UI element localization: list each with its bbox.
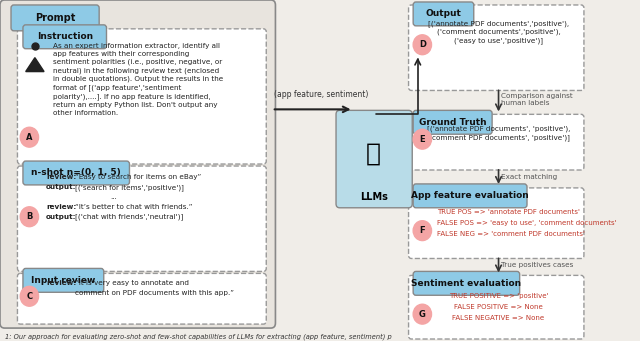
Text: FALSE POS => 'easy to use', 'comment documents': FALSE POS => 'easy to use', 'comment doc… (437, 220, 616, 226)
FancyBboxPatch shape (413, 2, 474, 26)
Circle shape (413, 221, 431, 241)
FancyBboxPatch shape (413, 184, 527, 208)
FancyBboxPatch shape (408, 188, 584, 258)
Text: FALSE NEG => 'comment PDF documents': FALSE NEG => 'comment PDF documents' (437, 231, 585, 237)
Text: As an expert information extractor, identify all
app features with their corresp: As an expert information extractor, iden… (53, 43, 223, 116)
Text: “Easy to search for items on eBay”: “Easy to search for items on eBay” (76, 174, 202, 180)
Text: Input review: Input review (31, 276, 95, 285)
Circle shape (20, 127, 38, 147)
Text: “It is very easy to annotate and: “It is very easy to annotate and (76, 280, 189, 286)
Text: review:: review: (46, 204, 76, 210)
FancyBboxPatch shape (413, 110, 492, 134)
Text: A: A (26, 133, 33, 142)
Text: App feature evaluation: App feature evaluation (412, 191, 529, 201)
Text: n-shot n=(0, 1, 5): n-shot n=(0, 1, 5) (31, 168, 121, 177)
Text: E: E (420, 135, 425, 144)
Text: G: G (419, 310, 426, 318)
Text: Comparison against
human labels: Comparison against human labels (501, 93, 573, 106)
Text: review:: review: (46, 280, 76, 286)
FancyBboxPatch shape (413, 271, 520, 295)
FancyBboxPatch shape (17, 273, 266, 324)
Text: LLMs: LLMs (360, 192, 388, 202)
Text: (app feature, sentiment): (app feature, sentiment) (274, 90, 369, 100)
Text: FALSE POSITIVE => None: FALSE POSITIVE => None (454, 304, 543, 310)
Polygon shape (26, 58, 44, 72)
Text: Output: Output (426, 10, 461, 18)
Text: TRUE POS => 'annotate PDF documents': TRUE POS => 'annotate PDF documents' (437, 209, 580, 215)
Text: Sentiment evaluation: Sentiment evaluation (412, 279, 522, 288)
FancyBboxPatch shape (408, 114, 584, 170)
FancyBboxPatch shape (408, 5, 584, 90)
Text: FALSE NEGATIVE => None: FALSE NEGATIVE => None (452, 315, 545, 321)
Text: D: D (419, 40, 426, 49)
FancyBboxPatch shape (408, 276, 584, 339)
Text: [('search for items','positive')]: [('search for items','positive')] (76, 184, 184, 191)
Text: output:: output: (46, 214, 76, 220)
Circle shape (413, 35, 431, 55)
Text: C: C (26, 292, 33, 301)
FancyBboxPatch shape (0, 0, 275, 328)
Text: [('chat with friends','neutral')]: [('chat with friends','neutral')] (76, 214, 184, 221)
Text: Exact matching: Exact matching (501, 174, 557, 180)
Text: comment on PDF documents with this app.”: comment on PDF documents with this app.” (76, 290, 234, 296)
Text: output:: output: (46, 184, 76, 190)
Text: TRUE POSITIVE => 'positive': TRUE POSITIVE => 'positive' (449, 293, 548, 299)
Text: 1: Our approach for evaluating zero-shot and few-shot capabilities of LLMs for e: 1: Our approach for evaluating zero-shot… (4, 333, 391, 340)
FancyBboxPatch shape (17, 166, 266, 271)
FancyBboxPatch shape (23, 268, 104, 292)
Text: [('annotate PDF documents', 'positive'),
('comment PDF documents', 'positive')]: [('annotate PDF documents', 'positive'),… (427, 125, 570, 141)
Text: F: F (420, 226, 425, 235)
Text: review:: review: (46, 174, 76, 180)
Circle shape (413, 304, 431, 324)
Text: B: B (26, 212, 33, 221)
FancyBboxPatch shape (23, 161, 129, 185)
Text: True positives cases: True positives cases (501, 263, 573, 268)
Text: Prompt: Prompt (35, 13, 76, 23)
FancyBboxPatch shape (11, 5, 99, 31)
Text: [('annotate PDF documents','positive'),
('comment documents','positive'),
('easy: [('annotate PDF documents','positive'), … (428, 20, 569, 44)
Text: Ground Truth: Ground Truth (419, 118, 486, 127)
Circle shape (413, 129, 431, 149)
Text: “It’s better to chat with friends.”: “It’s better to chat with friends.” (76, 204, 193, 210)
FancyBboxPatch shape (17, 29, 266, 164)
FancyBboxPatch shape (336, 110, 412, 208)
Text: Instruction: Instruction (36, 32, 93, 41)
Text: ...: ... (110, 194, 117, 200)
Circle shape (20, 207, 38, 227)
Circle shape (20, 286, 38, 306)
FancyBboxPatch shape (23, 25, 106, 49)
Text: 🧠: 🧠 (366, 142, 381, 166)
